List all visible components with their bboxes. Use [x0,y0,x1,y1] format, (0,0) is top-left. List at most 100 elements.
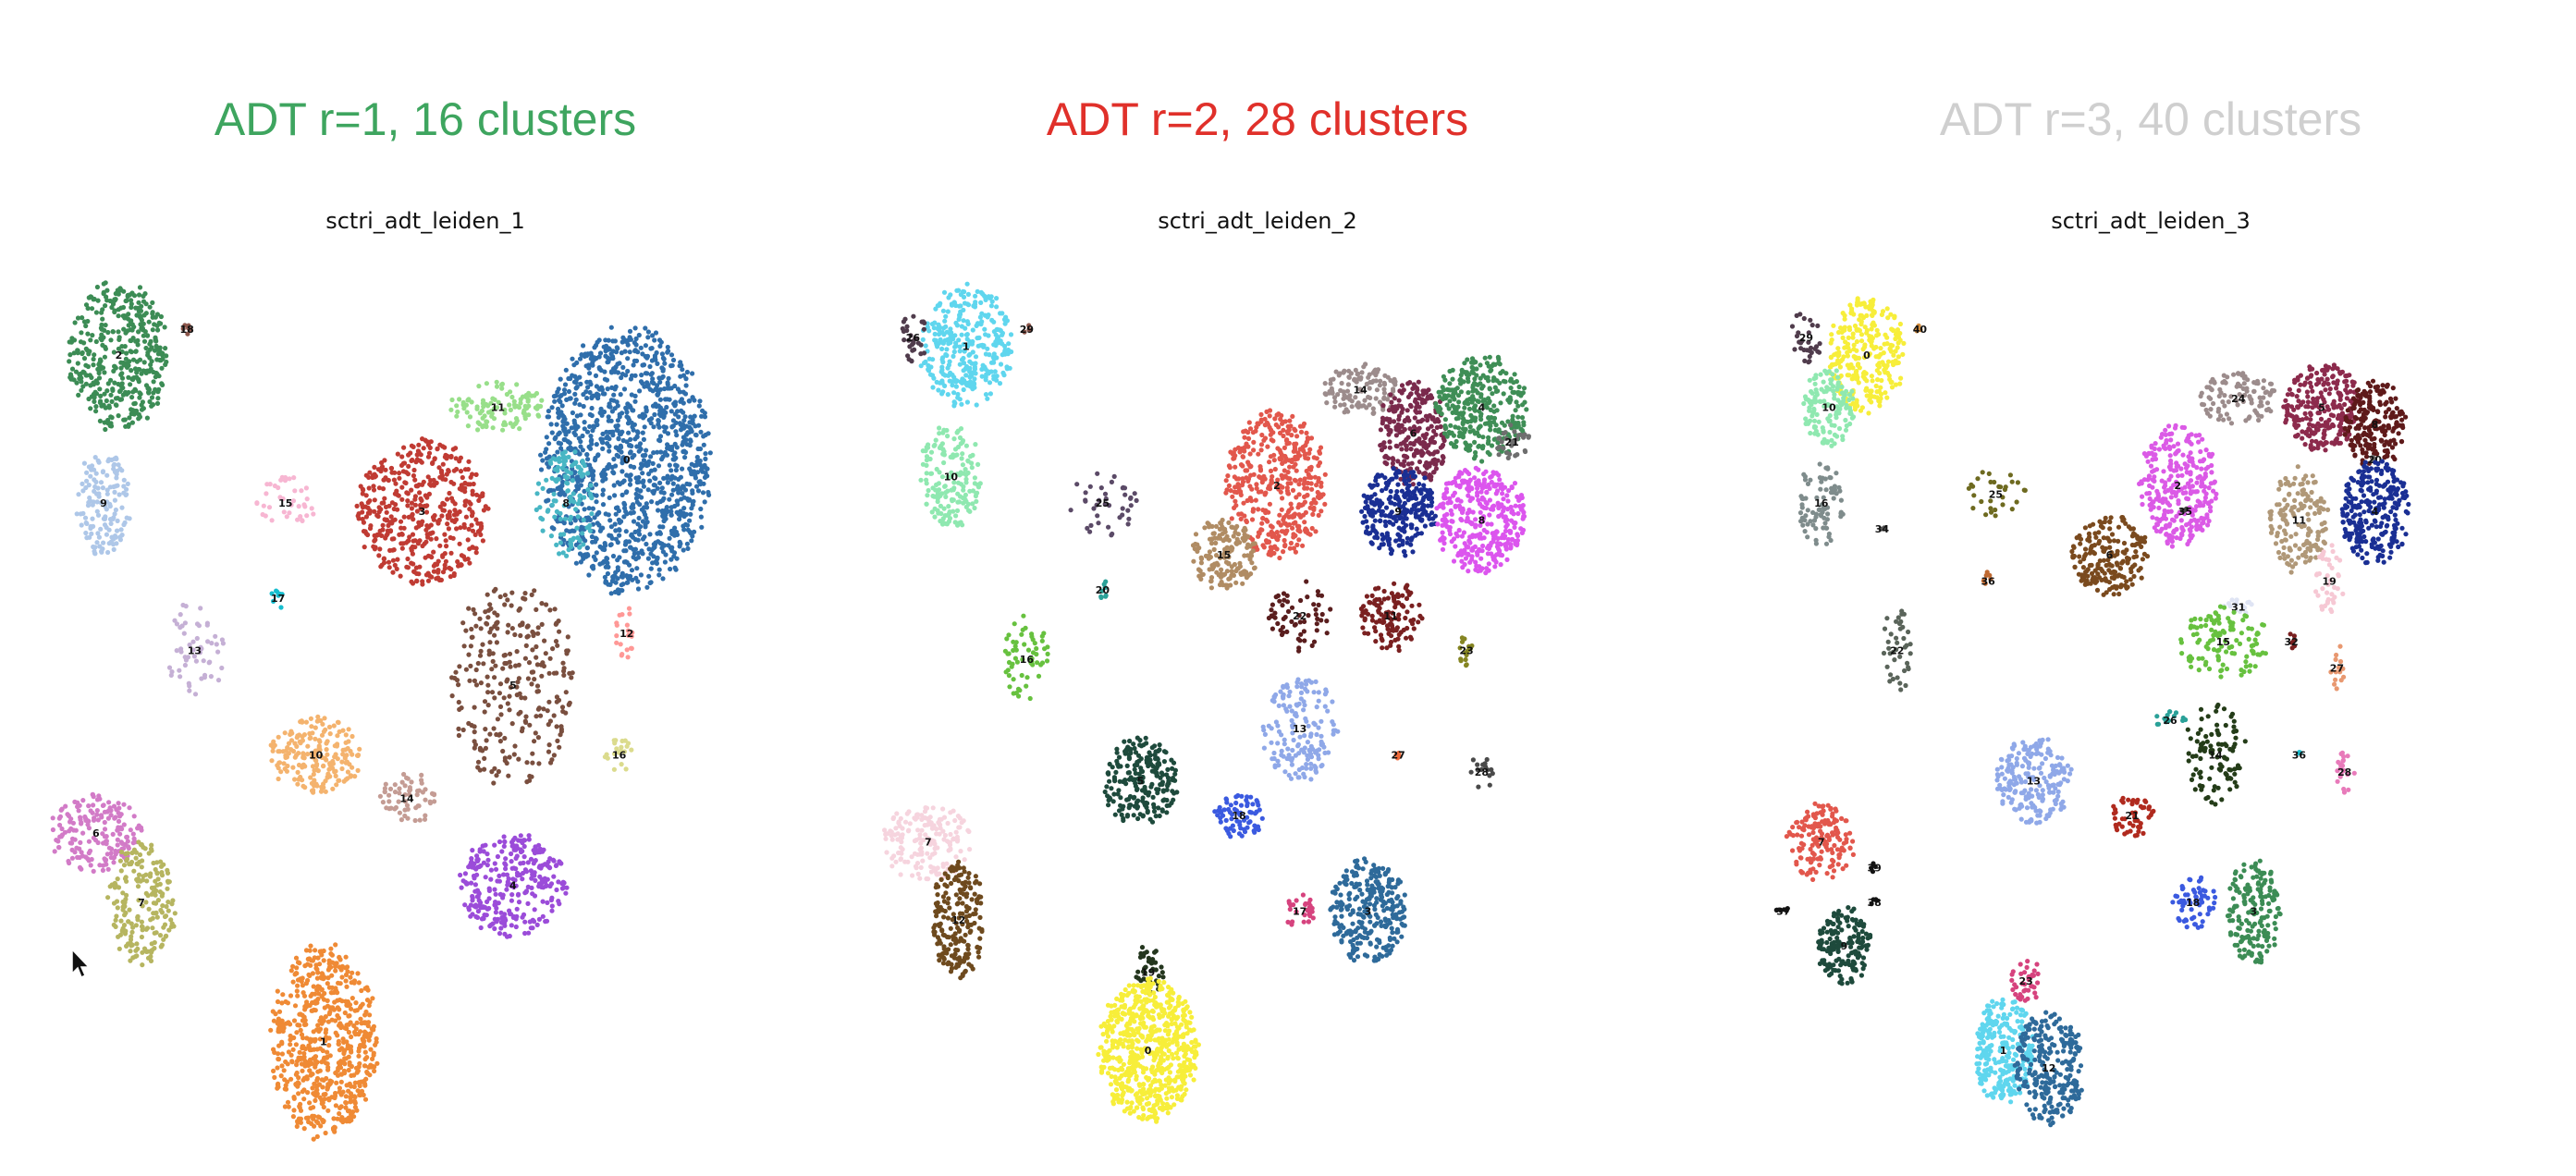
cell-point [695,470,701,475]
cell-point [198,606,203,611]
cell-point [148,338,153,344]
cell-point [411,472,416,479]
cell-point [392,470,398,475]
cell-point [526,833,532,839]
cell-point [186,680,191,686]
cell-point [609,385,615,390]
cell-point [568,471,574,476]
cell-point [454,403,460,409]
cell-point [956,337,962,343]
cell-point [623,405,629,410]
cell-point [150,915,155,921]
cell-point [126,844,131,850]
cell-point [587,528,594,533]
cell-point [382,789,387,794]
cell-point [472,724,477,729]
cell-point [149,403,154,409]
cell-point [358,1029,363,1035]
cell-point [88,498,93,504]
cell-point [298,1057,303,1062]
cell-point [133,305,139,311]
cell-point [526,390,532,396]
cell-point [72,320,78,325]
cell-point [339,998,345,1004]
cell-point [555,389,560,395]
cell-point [286,741,292,746]
cell-point [313,965,319,971]
cell-point [475,660,481,667]
cell-point [170,898,176,903]
cell-point [655,449,660,455]
cell-point [386,565,392,570]
cell-point [551,874,557,879]
cell-point [523,714,529,719]
cell-point [281,761,287,766]
cell-point [178,646,184,652]
cell-point [632,529,638,535]
cell-point [582,426,587,432]
cell-point [341,1049,347,1055]
cell-point [594,482,599,487]
cell-point [382,477,387,483]
cell-point [665,473,670,479]
cell-point [183,657,189,663]
cell-point [587,423,593,429]
cell-point [432,799,437,804]
cell-point [475,759,482,765]
cell-point [350,765,355,770]
cell-point [328,946,334,951]
cell-point [462,498,468,505]
cell-point [127,805,132,811]
cell-point [298,774,303,780]
cell-point [104,532,109,537]
cell-point [309,1008,314,1013]
cell-point [321,1018,326,1023]
cell-point [485,690,491,695]
cell-point [366,485,372,491]
cell-point [594,550,599,556]
cell-point [987,295,993,300]
cell-point [964,399,970,405]
cell-point [86,839,92,844]
cell-point [566,429,571,435]
cell-point [127,415,132,421]
cell-point [337,1047,342,1053]
cell-point [935,325,940,331]
cell-point [477,653,484,658]
cell-point [533,877,538,884]
cell-point [361,487,366,493]
cell-point [646,417,652,423]
cell-point [532,393,537,398]
cell-point [446,515,451,521]
cell-point [389,500,395,506]
cell-point [686,496,693,502]
cell-point [127,359,132,364]
cell-point [105,329,111,336]
cell-point [932,331,938,337]
cell-point [521,595,526,601]
cell-point [346,1029,351,1035]
cell-point [619,612,625,618]
cell-point [278,769,284,775]
cell-point [557,398,562,403]
cell-point [130,925,136,930]
cell-point [703,456,708,461]
cell-point [161,937,166,942]
cell-point [558,446,564,451]
cell-point [121,326,127,332]
cell-point [144,333,151,338]
cell-point [930,385,936,390]
cell-point [95,531,101,536]
cell-point [962,349,967,354]
cell-point [69,336,75,341]
cell-point [118,849,125,855]
cell-point [108,521,114,527]
cell-point [586,572,592,578]
cell-point [93,409,99,414]
cell-point [423,572,429,578]
cell-point [317,747,323,753]
cell-point [620,364,626,370]
cell-point [558,540,564,545]
cell-point [271,739,276,744]
cell-point [470,848,475,853]
